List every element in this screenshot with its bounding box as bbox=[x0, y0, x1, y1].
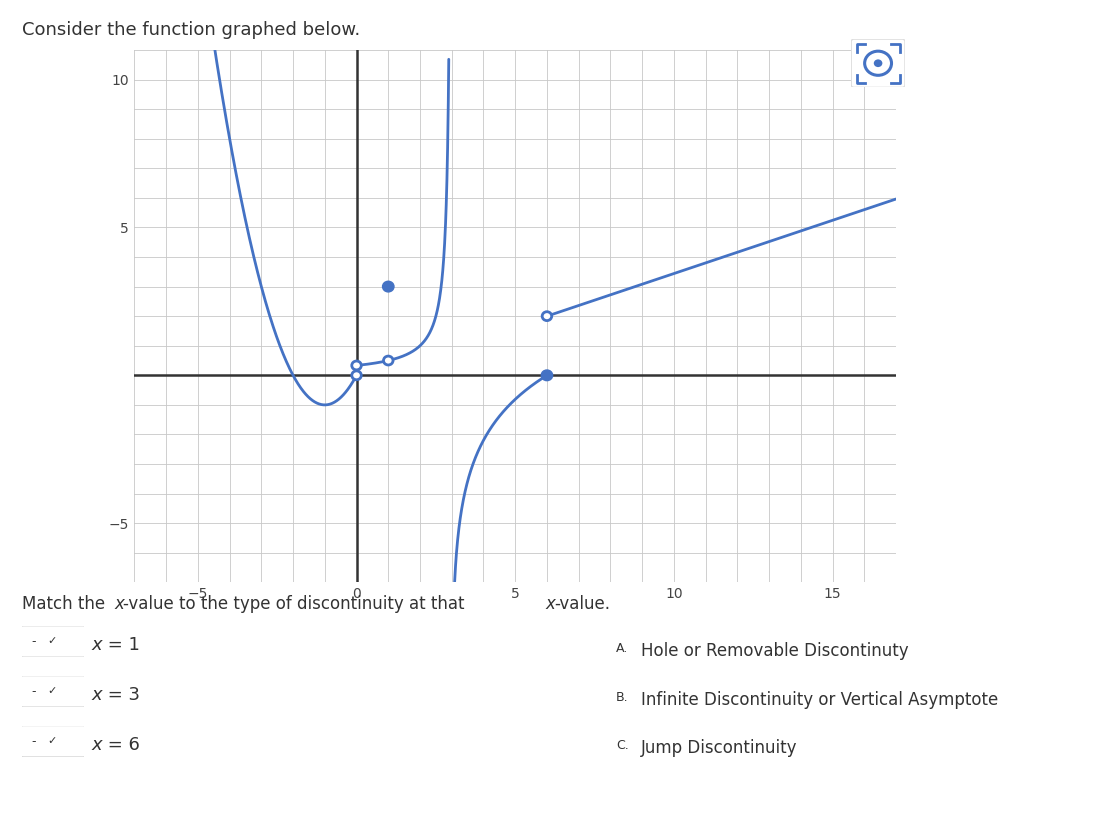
Text: x: x bbox=[92, 636, 102, 654]
Text: Match the: Match the bbox=[22, 595, 111, 613]
FancyBboxPatch shape bbox=[20, 676, 86, 707]
Text: Infinite Discontinuity or Vertical Asymptote: Infinite Discontinuity or Vertical Asymp… bbox=[641, 691, 998, 709]
Circle shape bbox=[383, 356, 393, 365]
Text: -: - bbox=[31, 635, 36, 648]
Text: ✓: ✓ bbox=[47, 736, 56, 746]
Circle shape bbox=[383, 281, 394, 292]
Circle shape bbox=[352, 361, 362, 370]
Text: ✓: ✓ bbox=[47, 636, 56, 646]
Text: C.: C. bbox=[616, 739, 628, 752]
Text: -: - bbox=[31, 735, 36, 748]
Text: x: x bbox=[92, 686, 102, 704]
FancyBboxPatch shape bbox=[20, 626, 86, 657]
Text: Jump Discontinuity: Jump Discontinuity bbox=[641, 739, 797, 757]
FancyBboxPatch shape bbox=[20, 726, 86, 757]
Circle shape bbox=[541, 370, 552, 381]
Text: A.: A. bbox=[616, 642, 628, 656]
Text: x: x bbox=[114, 595, 124, 613]
Text: ✓: ✓ bbox=[47, 686, 56, 696]
Text: -: - bbox=[31, 685, 36, 698]
Text: = 6: = 6 bbox=[102, 735, 140, 754]
Text: x: x bbox=[545, 595, 556, 613]
Circle shape bbox=[352, 371, 362, 379]
FancyBboxPatch shape bbox=[851, 39, 905, 87]
Text: -value to the type of discontinuity at that: -value to the type of discontinuity at t… bbox=[123, 595, 470, 613]
Circle shape bbox=[874, 59, 883, 67]
Text: Hole or Removable Discontinuty: Hole or Removable Discontinuty bbox=[641, 642, 908, 661]
Text: B.: B. bbox=[616, 691, 628, 704]
Circle shape bbox=[542, 312, 552, 320]
Text: = 3: = 3 bbox=[102, 686, 140, 704]
Text: = 1: = 1 bbox=[102, 636, 140, 654]
Text: x: x bbox=[92, 735, 102, 754]
Text: -value.: -value. bbox=[554, 595, 610, 613]
Text: Consider the function graphed below.: Consider the function graphed below. bbox=[22, 21, 361, 39]
